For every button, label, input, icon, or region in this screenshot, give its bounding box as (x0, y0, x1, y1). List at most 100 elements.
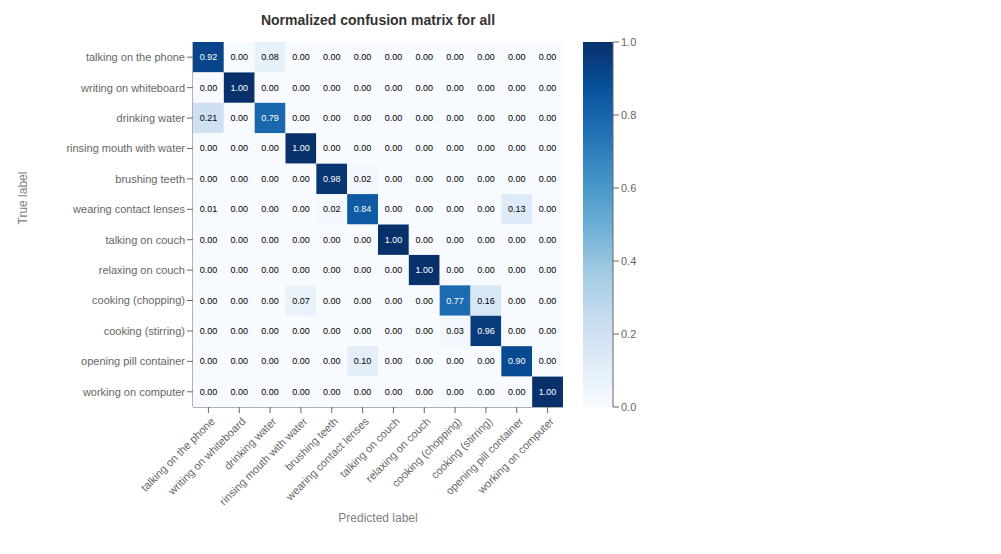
svg-text:0.00: 0.00 (230, 356, 248, 366)
svg-text:0.00: 0.00 (539, 356, 557, 366)
svg-text:0.00: 0.00 (354, 326, 372, 336)
svg-text:0.00: 0.00 (323, 265, 341, 275)
svg-text:0.00: 0.00 (385, 143, 403, 153)
svg-text:0.21: 0.21 (200, 113, 218, 123)
svg-text:0.00: 0.00 (261, 83, 279, 93)
svg-text:0.00: 0.00 (508, 52, 526, 62)
svg-text:0.00: 0.00 (292, 204, 310, 214)
svg-text:0.10: 0.10 (354, 356, 372, 366)
svg-text:0.00: 0.00 (323, 387, 341, 397)
svg-text:0.00: 0.00 (385, 296, 403, 306)
svg-text:0.00: 0.00 (323, 326, 341, 336)
svg-text:0.01: 0.01 (200, 204, 218, 214)
svg-text:0.00: 0.00 (323, 52, 341, 62)
svg-text:0.92: 0.92 (200, 52, 218, 62)
svg-text:0.00: 0.00 (354, 296, 372, 306)
svg-text:0.00: 0.00 (200, 326, 218, 336)
svg-text:0.00: 0.00 (292, 83, 310, 93)
svg-text:0.00: 0.00 (508, 143, 526, 153)
svg-text:0.00: 0.00 (539, 113, 557, 123)
svg-text:0.00: 0.00 (292, 265, 310, 275)
svg-text:0.00: 0.00 (477, 174, 495, 184)
svg-text:0.00: 0.00 (415, 387, 433, 397)
svg-text:0.00: 0.00 (477, 52, 495, 62)
svg-text:drinking water: drinking water (117, 112, 186, 124)
svg-text:rinsing mouth with water: rinsing mouth with water (66, 142, 185, 154)
svg-text:0.00: 0.00 (354, 52, 372, 62)
svg-text:0.00: 0.00 (539, 52, 557, 62)
svg-text:cooking (chopping): cooking (chopping) (92, 294, 185, 306)
svg-text:0.00: 0.00 (200, 143, 218, 153)
svg-text:0.77: 0.77 (446, 296, 464, 306)
svg-text:0.00: 0.00 (385, 83, 403, 93)
svg-text:0.00: 0.00 (385, 174, 403, 184)
svg-text:0.00: 0.00 (230, 235, 248, 245)
svg-text:1.00: 1.00 (292, 143, 310, 153)
svg-text:0.00: 0.00 (354, 265, 372, 275)
svg-text:1.0: 1.0 (621, 36, 636, 48)
svg-text:0.00: 0.00 (415, 235, 433, 245)
svg-text:True label: True label (16, 172, 30, 225)
svg-text:0.00: 0.00 (261, 174, 279, 184)
svg-text:0.00: 0.00 (446, 387, 464, 397)
svg-text:0.00: 0.00 (415, 326, 433, 336)
svg-text:talking on couch: talking on couch (106, 234, 186, 246)
svg-text:0.00: 0.00 (200, 265, 218, 275)
svg-text:0.00: 0.00 (385, 326, 403, 336)
svg-text:0.00: 0.00 (508, 235, 526, 245)
svg-text:drinking water: drinking water (222, 415, 279, 472)
svg-text:0.00: 0.00 (415, 296, 433, 306)
svg-text:brushing teeth: brushing teeth (282, 415, 340, 473)
svg-text:0.00: 0.00 (323, 113, 341, 123)
svg-text:0.00: 0.00 (477, 204, 495, 214)
svg-text:0.00: 0.00 (539, 235, 557, 245)
svg-text:0.00: 0.00 (446, 143, 464, 153)
svg-text:0.00: 0.00 (415, 113, 433, 123)
svg-text:0.00: 0.00 (385, 52, 403, 62)
svg-text:working on computer: working on computer (82, 386, 185, 398)
svg-text:0.00: 0.00 (323, 296, 341, 306)
svg-text:0.00: 0.00 (292, 113, 310, 123)
svg-text:0.00: 0.00 (354, 113, 372, 123)
svg-text:0.00: 0.00 (477, 235, 495, 245)
svg-text:0.00: 0.00 (354, 235, 372, 245)
svg-text:0.00: 0.00 (508, 174, 526, 184)
svg-text:0.00: 0.00 (446, 265, 464, 275)
svg-text:0.00: 0.00 (446, 174, 464, 184)
svg-text:0.00: 0.00 (261, 356, 279, 366)
svg-text:1.00: 1.00 (230, 83, 248, 93)
svg-text:0.00: 0.00 (292, 326, 310, 336)
svg-text:0.00: 0.00 (415, 174, 433, 184)
svg-text:0.00: 0.00 (477, 143, 495, 153)
svg-text:0.00: 0.00 (230, 265, 248, 275)
svg-text:0.00: 0.00 (230, 204, 248, 214)
svg-text:0.00: 0.00 (539, 326, 557, 336)
svg-text:0.00: 0.00 (200, 296, 218, 306)
svg-text:0.00: 0.00 (230, 52, 248, 62)
svg-text:1.00: 1.00 (385, 235, 403, 245)
svg-text:Predicted label: Predicted label (338, 511, 417, 525)
svg-text:0.00: 0.00 (415, 52, 433, 62)
svg-text:0.00: 0.00 (200, 387, 218, 397)
svg-text:0.00: 0.00 (200, 356, 218, 366)
svg-text:0.00: 0.00 (446, 356, 464, 366)
svg-text:0.00: 0.00 (230, 143, 248, 153)
svg-text:0.00: 0.00 (385, 265, 403, 275)
svg-text:0.00: 0.00 (230, 113, 248, 123)
svg-text:0.00: 0.00 (508, 113, 526, 123)
svg-text:0.00: 0.00 (354, 143, 372, 153)
svg-text:0.00: 0.00 (415, 143, 433, 153)
svg-text:0.00: 0.00 (539, 174, 557, 184)
svg-text:0.00: 0.00 (261, 296, 279, 306)
svg-text:0.00: 0.00 (446, 204, 464, 214)
svg-text:0.00: 0.00 (508, 265, 526, 275)
svg-text:0.02: 0.02 (354, 174, 372, 184)
svg-text:writing on whiteboard: writing on whiteboard (80, 82, 185, 94)
svg-text:0.00: 0.00 (508, 387, 526, 397)
svg-text:0.00: 0.00 (385, 387, 403, 397)
svg-text:0.00: 0.00 (415, 204, 433, 214)
svg-text:0.96: 0.96 (477, 326, 495, 336)
svg-text:0.00: 0.00 (539, 143, 557, 153)
svg-text:0.00: 0.00 (292, 235, 310, 245)
svg-text:0.00: 0.00 (508, 296, 526, 306)
